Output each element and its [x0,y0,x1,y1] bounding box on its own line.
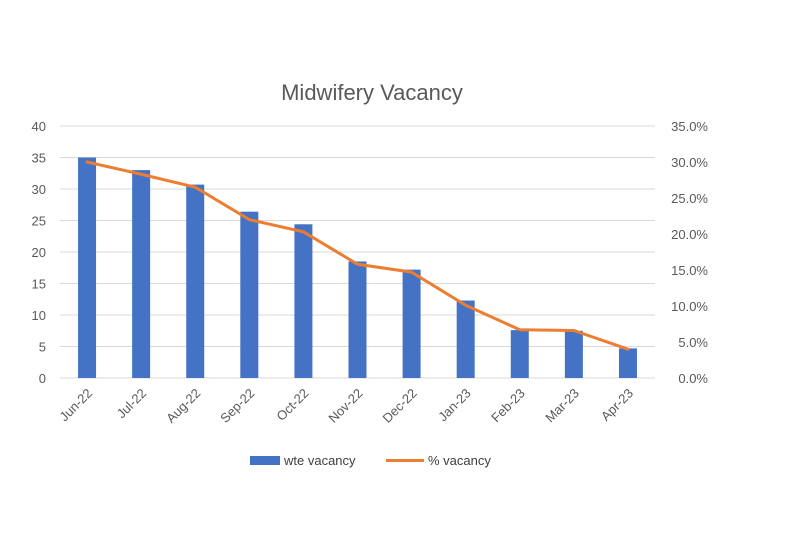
bar [510,330,529,378]
legend-line-label: % vacancy [428,453,491,468]
line-point [140,173,142,175]
legend-bar-swatch [250,456,280,465]
line-point [194,186,196,188]
bar [564,330,583,378]
x-tick-label: Oct-22 [273,386,311,424]
bar [78,157,97,378]
bar [132,170,151,378]
legend: wte vacancy % vacancy [250,453,491,468]
line-point [302,231,304,233]
right-tick-label: 15.0% [671,263,708,278]
bar [618,348,637,378]
chart-title: Midwifery Vacancy [281,80,463,105]
left-tick-label: 10 [32,308,46,323]
x-tick-label: Aug-22 [163,386,203,426]
x-tick-label: Jun-22 [56,386,95,425]
bar [348,261,367,378]
legend-bar-label: wte vacancy [283,453,356,468]
x-tick-label: Jul-22 [114,386,150,422]
bar [402,269,421,378]
left-tick-label: 40 [32,119,46,134]
right-axis: 0.0% 5.0% 10.0% 15.0% 20.0% 25.0% 30.0% 35.0% [671,119,708,386]
line-point [86,161,88,163]
x-tick-label: Jan-23 [435,386,474,425]
left-tick-label: 25 [32,214,46,229]
right-tick-label: 35.0% [671,119,708,134]
left-tick-label: 20 [32,245,46,260]
line-point [573,329,575,331]
right-tick-label: 0.0% [678,371,708,386]
bar [240,211,259,378]
x-axis: Jun-22 Jul-22 Aug-22 Sep-22 Oct-22 Nov-22 Dec-… [56,386,636,426]
x-tick-label: Feb-23 [488,386,528,426]
right-tick-label: 5.0% [678,335,708,350]
x-tick-label: Dec-22 [379,386,419,426]
left-tick-label: 5 [39,340,46,355]
line-point [519,329,521,331]
bar [294,224,313,378]
right-tick-label: 10.0% [671,299,708,314]
x-tick-label: Mar-23 [542,386,582,426]
left-tick-label: 0 [39,371,46,386]
line-point [357,263,358,265]
right-tick-label: 20.0% [671,227,708,242]
line-series [85,160,630,351]
left-tick-label: 15 [32,277,46,292]
line-point [465,304,467,306]
gridlines [60,125,655,379]
bar-series [78,157,637,378]
right-tick-label: 30.0% [671,155,708,170]
line-point [248,219,250,221]
bar [456,300,475,378]
x-tick-label: Apr-23 [598,386,636,424]
bar [186,184,205,378]
right-tick-label: 25.0% [671,191,708,206]
line-point [411,271,413,273]
x-tick-label: Sep-22 [217,386,257,426]
left-tick-label: 35 [32,151,46,166]
x-tick-label: Nov-22 [325,386,365,426]
left-axis: 0 5 10 15 20 25 30 35 40 [32,119,46,386]
line-point [627,348,629,350]
left-tick-label: 30 [32,182,46,197]
